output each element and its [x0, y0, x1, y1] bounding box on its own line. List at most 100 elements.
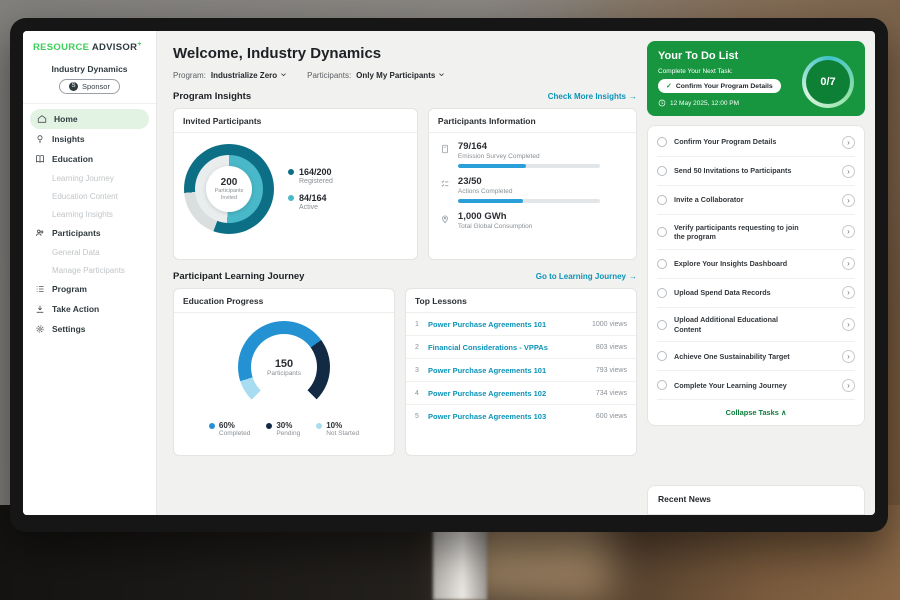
- bulb-icon: [37, 135, 43, 143]
- chevron-right-icon[interactable]: ›: [842, 135, 855, 149]
- people-icon: [36, 229, 44, 237]
- filter-bar: Program: Industrialize Zero Participants…: [173, 71, 637, 80]
- task-row[interactable]: Verify participants requesting to join t…: [657, 215, 855, 250]
- lesson-row[interactable]: 1 Power Purchase Agreements 101 1000 vie…: [406, 313, 636, 336]
- participants-filter[interactable]: Participants: Only My Participants: [307, 71, 445, 80]
- clock-icon: [658, 99, 666, 107]
- next-task-pill[interactable]: ✓ Confirm Your Program Details: [658, 79, 781, 93]
- chevron-right-icon[interactable]: ›: [842, 164, 855, 178]
- task-checkbox[interactable]: [657, 351, 667, 362]
- lessons-card-title: Top Lessons: [406, 289, 636, 313]
- chevron-right-icon[interactable]: ›: [842, 225, 855, 239]
- lesson-row[interactable]: 5 Power Purchase Agreements 103 600 view…: [415, 411, 627, 421]
- collapse-tasks-button[interactable]: Collapse Tasks ∧: [725, 408, 787, 418]
- list-icon: [36, 286, 44, 293]
- chevron-right-icon[interactable]: ›: [842, 193, 855, 207]
- todo-column: Your To Do List Complete Your Next Task:…: [647, 31, 875, 515]
- task-checkbox[interactable]: [657, 137, 667, 147]
- program-filter-value: Industrialize Zero: [210, 71, 278, 80]
- task-row[interactable]: Upload Spend Data Records ›: [657, 279, 855, 308]
- chevron-down-icon: [280, 71, 287, 80]
- lesson-link[interactable]: Power Purchase Agreements 103: [428, 411, 547, 421]
- sidebar-item-participants[interactable]: Participants: [23, 223, 156, 243]
- lesson-row[interactable]: 2 Financial Considerations - VPPAs 803 v…: [406, 336, 636, 359]
- invited-legend: 164/200 Registered 84/164 Active: [288, 159, 333, 219]
- lesson-row[interactable]: 3 Power Purchase Agreements 101 793 view…: [406, 359, 636, 382]
- sidebar-item-settings[interactable]: Settings: [23, 319, 156, 339]
- sidebar-item-take-action[interactable]: Take Action: [23, 299, 156, 319]
- info-card-title: Participants Information: [428, 109, 636, 133]
- sidebar-item-general-data[interactable]: General Data: [52, 247, 100, 257]
- sidebar-item-manage-participants[interactable]: Manage Participants: [52, 265, 125, 275]
- sidebar-item-home[interactable]: Home: [30, 109, 149, 130]
- pending-dot-icon: [266, 422, 273, 429]
- sidebar-item-insights[interactable]: Insights: [23, 129, 156, 149]
- legend-registered: 164/200 Registered: [288, 167, 333, 185]
- check-more-insights-link[interactable]: Check More Insights →: [547, 92, 637, 101]
- chevron-right-icon[interactable]: ›: [842, 318, 855, 332]
- lesson-row[interactable]: 4 Power Purchase Agreements 102 734 view…: [406, 382, 636, 405]
- task-row[interactable]: Upload Additional Educational Content ›: [657, 308, 855, 343]
- invited-donut-center: 200 Participants Invited: [206, 166, 252, 212]
- task-checkbox[interactable]: [657, 319, 667, 330]
- chevron-right-icon[interactable]: ›: [842, 349, 855, 363]
- arrow-right-icon: →: [629, 92, 637, 101]
- lesson-link[interactable]: Power Purchase Agreements 101: [428, 365, 547, 375]
- chevron-right-icon[interactable]: ›: [842, 286, 855, 300]
- task-row[interactable]: Invite a Collaborator ›: [657, 186, 855, 215]
- task-checkbox[interactable]: [657, 258, 667, 269]
- arrow-right-icon: →: [629, 272, 637, 281]
- clipboard-icon: [440, 141, 450, 168]
- task-row[interactable]: Complete Your Learning Journey ›: [657, 371, 855, 401]
- task-checkbox[interactable]: [657, 287, 667, 298]
- page-title: Welcome, Industry Dynamics: [173, 45, 382, 62]
- sponsor-label: Sponsor: [82, 82, 110, 92]
- active-dot-icon: [288, 195, 294, 201]
- learning-journey-header: Participant Learning Journey Go to Learn…: [173, 271, 637, 282]
- legend-not-started: 10% Not Started: [316, 421, 359, 437]
- task-checkbox[interactable]: [657, 226, 667, 237]
- download-action-icon: [36, 305, 44, 313]
- lesson-link[interactable]: Financial Considerations - VPPAs: [428, 342, 548, 352]
- chevron-right-icon[interactable]: ›: [842, 257, 855, 271]
- todo-subtitle: Complete Your Next Task:: [658, 68, 733, 75]
- task-row[interactable]: Confirm Your Program Details ›: [657, 128, 855, 157]
- caret-up-icon: ∧: [780, 408, 787, 418]
- check-icon: ✓: [666, 83, 672, 90]
- sidebar: RESOURCE ADVISOR+ Industry Dynamics S Sp…: [23, 31, 157, 515]
- task-checkbox[interactable]: [657, 166, 667, 176]
- sidebar-item-education-content[interactable]: Education Content: [52, 191, 118, 201]
- chevron-right-icon[interactable]: ›: [842, 378, 855, 392]
- task-row[interactable]: Explore Your Insights Dashboard ›: [657, 250, 855, 279]
- lesson-link[interactable]: Power Purchase Agreements 102: [428, 388, 547, 398]
- legend-active: 84/164 Active: [288, 193, 333, 211]
- legend-completed: 60% Completed: [208, 421, 250, 437]
- task-row[interactable]: Achieve One Sustainability Target ›: [657, 342, 855, 372]
- sidebar-item-education[interactable]: Education: [23, 149, 156, 169]
- sidebar-nav: Home Insights Education Learning Journey…: [23, 103, 156, 339]
- due-date: 12 May 2025, 12:00 PM: [658, 99, 854, 107]
- task-checkbox[interactable]: [657, 380, 667, 391]
- recent-news-header[interactable]: Recent News: [647, 485, 865, 515]
- task-checkbox[interactable]: [657, 195, 667, 205]
- participants-filter-value: Only My Participants: [356, 71, 436, 80]
- task-row[interactable]: Send 50 Invitations to Participants ›: [657, 157, 855, 186]
- todo-summary-card: Your To Do List Complete Your Next Task:…: [647, 41, 865, 116]
- program-filter[interactable]: Program: Industrialize Zero: [173, 71, 287, 80]
- sidebar-item-learning-journey[interactable]: Learning Journey: [52, 173, 114, 183]
- sidebar-item-learning-insights[interactable]: Learning Insights: [52, 209, 113, 219]
- home-icon: [37, 115, 47, 123]
- sidebar-item-program[interactable]: Program: [23, 279, 156, 299]
- dashboard-screen: RESOURCE ADVISOR+ Industry Dynamics S Sp…: [23, 31, 875, 515]
- program-insights-header: Program Insights Check More Insights →: [173, 91, 637, 102]
- sponsor-badge[interactable]: S Sponsor: [59, 79, 120, 95]
- go-to-learning-journey-link[interactable]: Go to Learning Journey →: [535, 272, 637, 281]
- lesson-link[interactable]: Power Purchase Agreements 101: [428, 319, 547, 329]
- invited-card-title: Invited Participants: [174, 109, 417, 133]
- emission-progress-bar: [457, 164, 600, 168]
- participants-information-card: Participants Information 79/164 Emission…: [427, 108, 637, 260]
- app-logo[interactable]: RESOURCE ADVISOR+: [33, 41, 142, 54]
- top-lessons-card: Top Lessons 1 Power Purchase Agreements …: [405, 288, 637, 456]
- gear-icon: [36, 325, 44, 333]
- education-card-title: Education Progress: [174, 289, 394, 313]
